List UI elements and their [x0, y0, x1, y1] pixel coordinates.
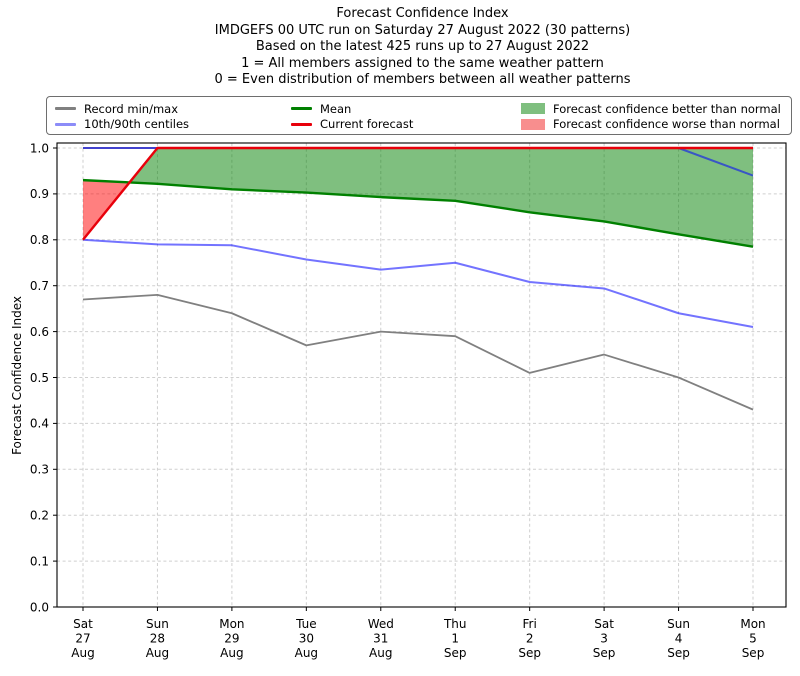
legend-item-better-than-normal: Forecast confidence better than normal — [521, 101, 781, 117]
svg-text:Sep: Sep — [518, 646, 541, 660]
svg-text:Sep: Sep — [593, 646, 616, 660]
svg-text:Sat: Sat — [73, 617, 93, 631]
svg-text:29: 29 — [224, 632, 239, 646]
legend-label: Record min/max — [84, 101, 179, 116]
svg-text:1: 1 — [451, 632, 459, 646]
svg-text:Aug: Aug — [295, 646, 318, 660]
legend-column-1: Record min/max 10th/90th centiles — [55, 101, 189, 132]
svg-text:4: 4 — [675, 632, 683, 646]
svg-text:Aug: Aug — [369, 646, 392, 660]
svg-text:Sun: Sun — [146, 617, 169, 631]
svg-text:Sep: Sep — [667, 646, 690, 660]
title-subline-4: 0 = Even distribution of members between… — [214, 72, 631, 87]
svg-text:28: 28 — [150, 632, 165, 646]
svg-text:0.2: 0.2 — [30, 509, 49, 523]
svg-text:0.7: 0.7 — [30, 279, 49, 293]
svg-text:Sep: Sep — [444, 646, 467, 660]
svg-text:0.5: 0.5 — [30, 371, 49, 385]
worse-than-normal-patch-swatch — [521, 118, 545, 130]
svg-text:0.0: 0.0 — [30, 600, 49, 614]
legend-column-3: Forecast confidence better than normal F… — [521, 101, 781, 132]
svg-text:2: 2 — [526, 632, 534, 646]
legend-item-mean: Mean — [291, 101, 413, 117]
svg-text:Sun: Sun — [667, 617, 690, 631]
mean-line-swatch — [291, 107, 312, 111]
legend-label: Mean — [320, 101, 352, 116]
legend-label: Forecast confidence better than normal — [553, 101, 781, 116]
svg-text:27: 27 — [75, 632, 90, 646]
better-than-normal-patch-swatch — [521, 103, 545, 115]
svg-text:Sat: Sat — [594, 617, 614, 631]
svg-text:Mon: Mon — [219, 617, 244, 631]
svg-text:31: 31 — [373, 632, 388, 646]
title-subline-3: 1 = All members assigned to the same wea… — [241, 55, 604, 71]
legend: Record min/max 10th/90th centiles Mean C… — [46, 96, 792, 135]
svg-text:Mon: Mon — [740, 617, 765, 631]
title-subline-2: Based on the latest 425 runs up to 27 Au… — [255, 39, 590, 54]
legend-label: Current forecast — [320, 117, 414, 132]
centiles-line-swatch — [55, 122, 76, 126]
legend-item-centiles: 10th/90th centiles — [55, 117, 189, 133]
title-block: Forecast Confidence Index IMDGEFS 00 UTC… — [45, 6, 800, 89]
svg-text:3: 3 — [600, 632, 608, 646]
legend-label: 10th/90th centiles — [84, 117, 190, 132]
legend-label: Forecast confidence worse than normal — [553, 117, 780, 132]
svg-text:Fri: Fri — [523, 617, 537, 631]
svg-text:Wed: Wed — [368, 617, 394, 631]
svg-text:Aug: Aug — [146, 646, 169, 660]
current-forecast-line-swatch — [291, 122, 312, 126]
page-title: Forecast Confidence Index — [336, 6, 509, 21]
svg-text:Aug: Aug — [71, 646, 94, 660]
svg-text:0.1: 0.1 — [30, 554, 49, 568]
legend-column-2: Mean Current forecast — [291, 101, 413, 132]
svg-text:0.8: 0.8 — [30, 233, 49, 247]
legend-item-record-minmax: Record min/max — [55, 101, 189, 117]
legend-item-worse-than-normal: Forecast confidence worse than normal — [521, 117, 781, 133]
svg-text:1.0: 1.0 — [30, 141, 49, 155]
svg-text:Tue: Tue — [295, 617, 317, 631]
svg-text:Thu: Thu — [443, 617, 467, 631]
svg-text:0.9: 0.9 — [30, 187, 49, 201]
record-minmax-line-swatch — [55, 107, 76, 111]
svg-text:0.3: 0.3 — [30, 463, 49, 477]
svg-text:5: 5 — [749, 632, 757, 646]
svg-text:30: 30 — [299, 632, 314, 646]
svg-text:0.4: 0.4 — [30, 417, 49, 431]
svg-text:0.6: 0.6 — [30, 325, 49, 339]
svg-text:Aug: Aug — [220, 646, 243, 660]
legend-item-current-forecast: Current forecast — [291, 117, 413, 133]
svg-text:Sep: Sep — [742, 646, 765, 660]
title-subline-1: IMDGEFS 00 UTC run on Saturday 27 August… — [214, 22, 631, 38]
